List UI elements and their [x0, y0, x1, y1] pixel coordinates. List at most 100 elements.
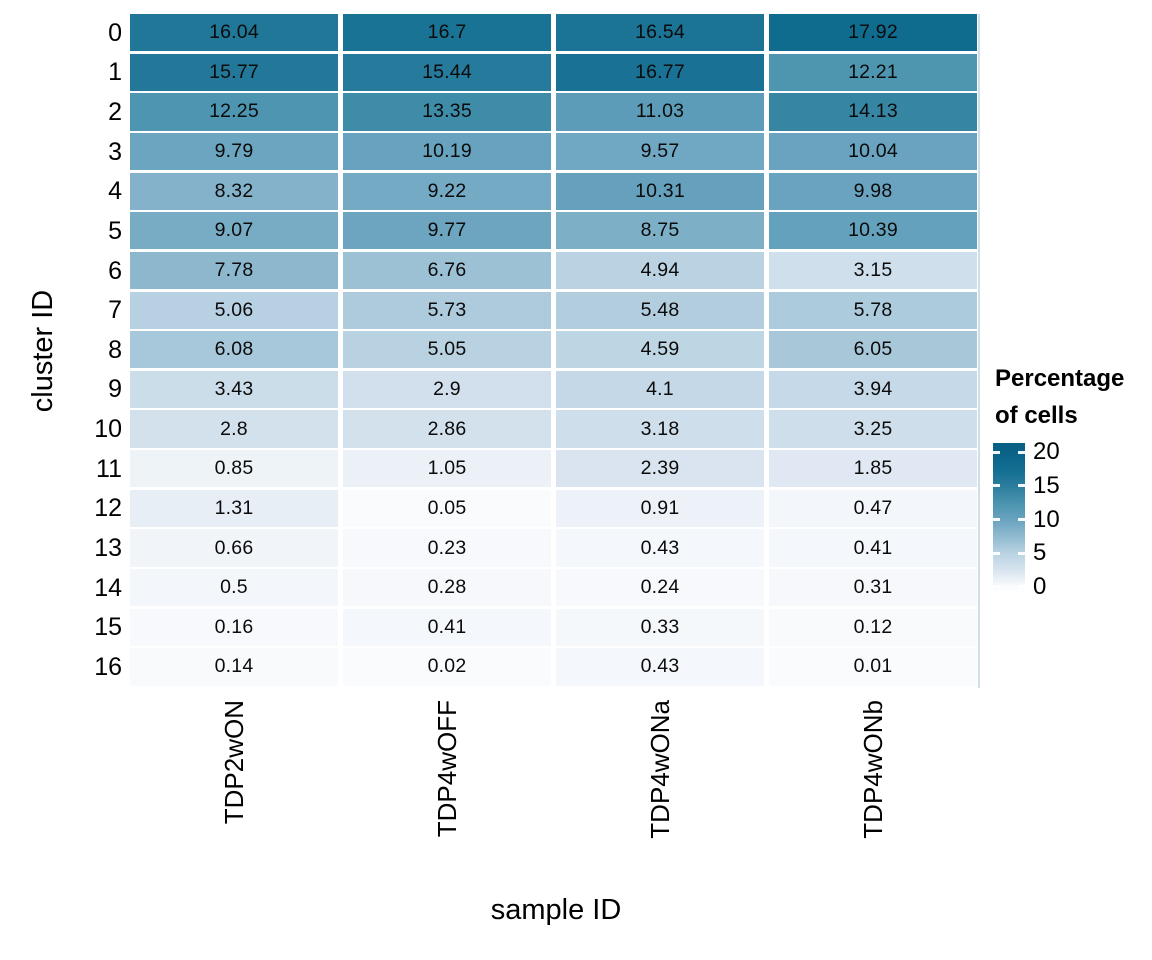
heatmap-cell: 3.94 [769, 370, 977, 409]
cell-value-label: 10.31 [635, 179, 685, 202]
x-tick-label: TDP2wON [219, 700, 249, 825]
cell-value-label: 5.73 [427, 298, 467, 321]
cell-value-label: 14.13 [848, 100, 898, 123]
legend-tick-label: 15 [1033, 471, 1060, 499]
cell-value-label: 16.77 [635, 60, 685, 83]
cell-value-label: 0.47 [853, 496, 893, 519]
heatmap-cell: 0.43 [556, 648, 764, 686]
cell-value-label: 3.15 [853, 258, 893, 281]
heatmap-cell: 0.24 [556, 569, 764, 607]
heatmap-cell: 0.41 [343, 608, 551, 646]
y-tick-label: 13 [94, 534, 122, 563]
heatmap-cell: 16.54 [556, 14, 764, 52]
cell-value-label: 0.33 [640, 615, 680, 638]
legend-tick-dash [993, 450, 1000, 454]
heatmap-cell: 3.18 [556, 410, 764, 448]
cell-value-label: 1.31 [214, 496, 254, 519]
heatmap-cell: 15.44 [343, 53, 551, 91]
heatmap-cell: 16.7 [343, 14, 551, 52]
cell-value-label: 5.05 [427, 338, 467, 361]
heatmap-cell: 15.77 [130, 53, 338, 91]
cell-value-label: 3.94 [853, 377, 893, 400]
heatmap-cell: 9.07 [130, 212, 338, 250]
heatmap-cell: 0.23 [343, 529, 551, 567]
cell-value-label: 4.1 [646, 377, 674, 400]
cell-value-label: 5.48 [640, 298, 680, 321]
cell-value-label: 3.18 [640, 417, 680, 440]
heatmap-cell: 11.03 [556, 93, 764, 131]
legend-tick-dash [993, 585, 1000, 589]
heatmap-cell: 0.02 [343, 648, 551, 686]
legend-tick-dash [993, 484, 1000, 488]
cell-value-label: 0.5 [220, 576, 248, 599]
heatmap-cell: 0.31 [769, 569, 977, 607]
cell-value-label: 0.41 [427, 615, 467, 638]
heatmap-cell: 9.22 [343, 172, 551, 210]
heatmap-cell: 8.32 [130, 172, 338, 210]
heatmap-cell: 10.31 [556, 172, 764, 210]
cell-value-label: 6.05 [853, 338, 893, 361]
x-tick-label: TDP4wONa [645, 700, 675, 839]
heatmap-cell: 0.47 [769, 489, 977, 527]
cell-value-label: 4.94 [640, 258, 680, 281]
heatmap-cell: 2.9 [343, 370, 551, 409]
y-tick-label: 5 [108, 216, 122, 245]
heatmap-cell: 1.05 [343, 450, 551, 488]
cell-value-label: 15.77 [209, 60, 259, 83]
cell-value-label: 10.39 [848, 219, 898, 242]
cell-value-label: 5.06 [214, 298, 254, 321]
cell-value-label: 8.32 [214, 179, 254, 202]
legend-title-line-2: of cells [995, 402, 1078, 429]
x-tick-label: TDP4wOFF [432, 700, 462, 838]
heatmap-cell: 1.31 [130, 489, 338, 527]
cell-value-label: 17.92 [848, 21, 898, 44]
cell-value-label: 0.01 [853, 655, 893, 678]
legend-tick-dash [1018, 484, 1025, 488]
heatmap-cell: 0.33 [556, 608, 764, 646]
legend-tick-label: 5 [1033, 539, 1047, 567]
cell-value-label: 1.85 [853, 457, 893, 480]
cell-value-label: 10.04 [848, 140, 898, 163]
heatmap-cell: 0.14 [130, 648, 338, 686]
heatmap-cell: 0.5 [130, 569, 338, 607]
y-tick-label: 7 [108, 296, 122, 325]
heatmap-cell: 0.91 [556, 489, 764, 527]
legend-tick-label: 20 [1033, 438, 1060, 466]
y-tick-label: 11 [96, 454, 122, 483]
cell-value-label: 12.25 [209, 100, 259, 123]
legend-tick-dash [993, 551, 1000, 555]
heatmap-cell: 6.08 [130, 331, 338, 369]
legend-title-line-1: Percentage [995, 365, 1125, 392]
heatmap-cell: 6.05 [769, 331, 977, 369]
y-tick-label: 12 [94, 494, 122, 523]
heatmap-cell: 0.12 [769, 608, 977, 646]
heatmap-cell: 3.15 [769, 251, 977, 290]
x-axis-title: sample ID [490, 894, 622, 926]
cell-value-label: 3.43 [214, 377, 254, 400]
cell-value-label: 0.43 [640, 536, 680, 559]
cell-value-label: 9.07 [214, 219, 254, 242]
cell-value-label: 6.08 [214, 338, 254, 361]
heatmap-cell: 12.21 [769, 53, 977, 91]
y-axis-title: cluster ID [27, 289, 59, 413]
cell-value-label: 1.05 [427, 457, 467, 480]
heatmap-cell: 0.01 [769, 648, 977, 686]
heatmap-cell: 6.76 [343, 251, 551, 290]
heatmap-cell: 1.85 [769, 450, 977, 488]
heatmap-cell: 5.48 [556, 291, 764, 329]
cell-value-label: 0.43 [640, 655, 680, 678]
legend-colorbar [993, 443, 1025, 592]
cell-value-label: 16.7 [427, 21, 467, 44]
cell-value-label: 8.75 [640, 219, 680, 242]
legend-tick-label: 0 [1033, 572, 1047, 600]
y-tick-label: 2 [108, 97, 122, 126]
y-tick-label: 4 [108, 177, 122, 206]
heatmap-cell: 10.04 [769, 132, 977, 171]
cell-value-label: 12.21 [848, 60, 898, 83]
cell-value-label: 4.59 [640, 338, 680, 361]
heatmap-cell: 4.59 [556, 331, 764, 369]
heatmap-cell: 2.86 [343, 410, 551, 448]
cell-value-label: 11.03 [635, 100, 685, 123]
y-tick-label: 3 [108, 137, 122, 166]
